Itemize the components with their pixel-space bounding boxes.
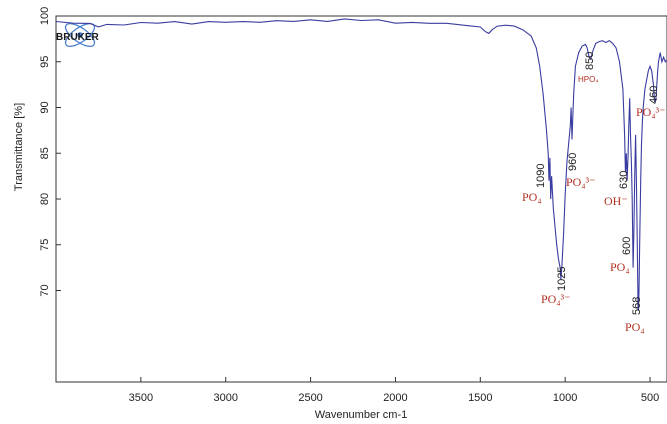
peak-1090-group: PO₄: [522, 190, 542, 204]
x-axis: 3500 3000 2500 2000 1500 1000 500: [129, 377, 659, 404]
x-axis-title: Wavenumber cm-1: [315, 409, 408, 421]
x-tick-label: 3000: [213, 392, 237, 404]
peak-1025-group: PO₄³⁻: [541, 292, 570, 306]
x-tick-label: 1000: [553, 392, 577, 404]
y-tick-label: 75: [39, 239, 51, 251]
peak-568-number: 568: [631, 297, 643, 315]
y-tick-label: 95: [39, 56, 51, 68]
peak-850-number: 850: [584, 52, 596, 70]
peak-960-number: 960: [567, 153, 579, 171]
spectrum-line: [56, 18, 667, 311]
peak-850-group: HPO₄: [578, 75, 599, 84]
y-axis: 70 75 80 85 90 95 100: [39, 7, 61, 297]
peak-568-group: PO₄: [625, 320, 645, 334]
peak-600-number: 600: [621, 237, 633, 255]
peak-annotations: 1090 PO₄ 1025 PO₄³⁻ 960 PO₄³⁻ 850 HPO₄ 6…: [522, 52, 665, 334]
y-tick-label: 85: [39, 147, 51, 159]
y-tick-label: 70: [39, 284, 51, 296]
y-tick-label: 80: [39, 193, 51, 205]
logo-text: BRUKER: [56, 32, 100, 43]
y-axis-title: Transmittance [%]: [13, 103, 25, 191]
peak-460-group: PO₄³⁻: [636, 105, 665, 119]
peak-600-group: PO₄: [610, 260, 630, 274]
peak-1025-number: 1025: [556, 267, 568, 291]
peak-630-number: 630: [618, 171, 630, 189]
y-tick-label: 100: [39, 7, 51, 25]
x-tick-label: 2500: [298, 392, 322, 404]
y-tick-label: 90: [39, 101, 51, 113]
peak-1090-number: 1090: [535, 164, 547, 188]
x-tick-label: 2000: [383, 392, 407, 404]
peak-960-group: PO₄³⁻: [566, 175, 595, 189]
x-tick-label: 3500: [129, 392, 153, 404]
x-tick-label: 500: [641, 392, 659, 404]
peak-460-number: 460: [648, 86, 660, 104]
peak-630-group: OH⁻: [604, 194, 628, 208]
x-tick-label: 1500: [468, 392, 492, 404]
